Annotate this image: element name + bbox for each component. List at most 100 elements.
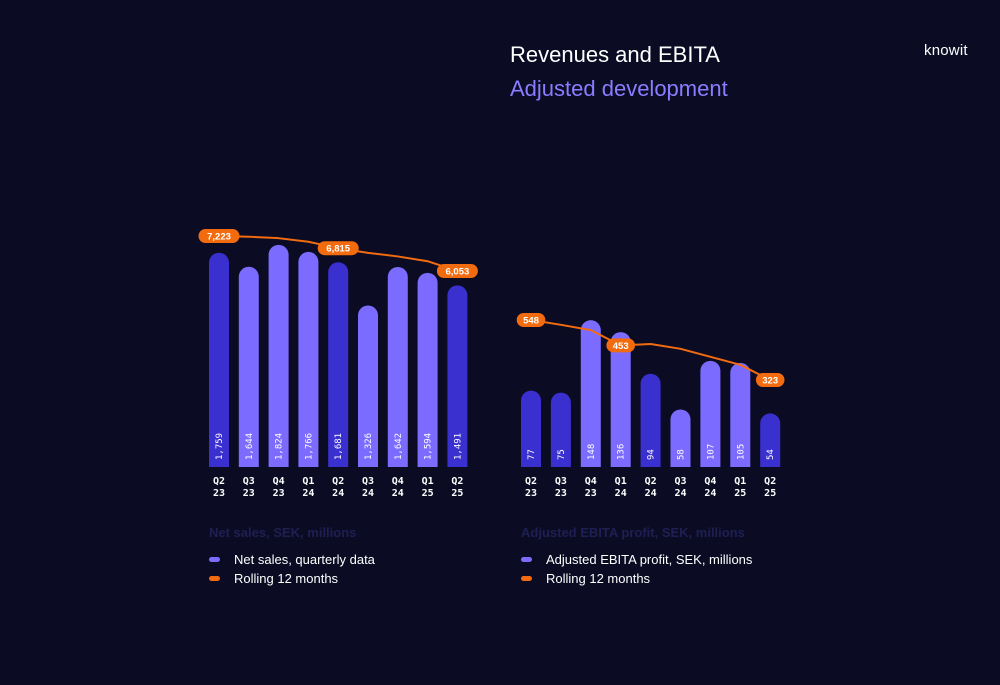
- page-subtitle: Adjusted development: [510, 76, 728, 101]
- legend-swatch-bars: [209, 557, 220, 562]
- net-sales-chart: 1,759Q2231,644Q3231,824Q4231,766Q1241,68…: [198, 229, 478, 499]
- callout-badge: [516, 313, 546, 327]
- callout-badge: [606, 338, 635, 353]
- x-tick-label: Q2: [451, 476, 463, 487]
- callout-label: 6,815: [326, 244, 350, 255]
- x-tick-label: Q4: [273, 476, 285, 487]
- x-tick-label: Q4: [585, 476, 597, 487]
- legend-label: Rolling 12 months: [546, 571, 651, 586]
- bar: [550, 392, 571, 467]
- x-tick-label: 24: [302, 488, 314, 499]
- bar: [521, 390, 541, 467]
- x-tick-label: 24: [362, 488, 374, 499]
- x-tick-label: 24: [674, 488, 686, 499]
- bar-value-label: 1,766: [304, 433, 314, 460]
- x-tick-label: Q2: [764, 476, 776, 487]
- callout-badge: [198, 229, 240, 243]
- bar: [640, 373, 661, 467]
- callout-badge: [755, 373, 785, 387]
- bar-value-label: 58: [677, 449, 687, 460]
- bar: [760, 413, 781, 467]
- bar-value-label: 136: [617, 444, 627, 460]
- bar-value-label: 54: [766, 449, 776, 460]
- bar: [268, 244, 289, 467]
- bar-value-label: 1,326: [364, 433, 374, 460]
- bar-value-label: 1,491: [453, 433, 463, 460]
- legend-item-quarterly: Net sales, quarterly data: [209, 550, 375, 569]
- bar: [358, 305, 378, 467]
- bar-value-label: 105: [736, 444, 746, 460]
- net-sales-legend: Net sales, quarterly data Rolling 12 mon…: [209, 550, 375, 588]
- bar-value-label: 77: [527, 449, 537, 460]
- legend-label: Adjusted EBITA profit, SEK, millions: [546, 552, 753, 567]
- bar: [209, 252, 229, 467]
- bar-value-label: 107: [706, 444, 716, 460]
- bar: [417, 272, 438, 467]
- x-tick-label: Q2: [645, 476, 657, 487]
- x-tick-label: Q1: [422, 476, 434, 487]
- ebita-caption: Adjusted EBITA profit, SEK, millions: [521, 525, 745, 540]
- x-tick-label: Q3: [674, 476, 686, 487]
- x-tick-label: 23: [585, 488, 597, 499]
- callout-label: 548: [523, 316, 539, 327]
- x-tick-label: 23: [555, 488, 567, 499]
- x-tick-label: 25: [734, 488, 746, 499]
- x-tick-label: Q3: [555, 476, 567, 487]
- x-tick-label: Q4: [704, 476, 716, 487]
- bar: [730, 362, 751, 467]
- bar: [328, 262, 349, 467]
- x-tick-label: Q3: [362, 476, 374, 487]
- legend-item-quarterly: Adjusted EBITA profit, SEK, millions: [521, 550, 752, 569]
- rolling-12-months-line: [530, 319, 771, 381]
- x-tick-label: Q4: [392, 476, 404, 487]
- x-tick-label: Q1: [302, 476, 314, 487]
- bar: [298, 251, 319, 467]
- x-tick-label: Q1: [734, 476, 746, 487]
- x-tick-label: 24: [704, 488, 716, 499]
- page-title: Revenues and EBITA: [510, 42, 720, 67]
- x-tick-label: 23: [213, 488, 225, 499]
- callout-badge: [317, 241, 359, 256]
- bar-value-label: 94: [647, 449, 657, 460]
- bar: [387, 267, 408, 467]
- x-tick-label: Q1: [615, 476, 627, 487]
- x-tick-label: 24: [645, 488, 657, 499]
- bar: [670, 409, 691, 467]
- bar-value-label: 1,681: [334, 433, 344, 460]
- net-sales-caption: Net sales, SEK, millions: [209, 525, 357, 540]
- x-tick-label: 25: [451, 488, 463, 499]
- x-tick-label: 23: [243, 488, 255, 499]
- ebita-legend: Adjusted EBITA profit, SEK, millions Rol…: [521, 550, 752, 588]
- legend-label: Net sales, quarterly data: [234, 552, 375, 567]
- legend-swatch-bars: [521, 557, 532, 562]
- bar-value-label: 1,644: [245, 433, 255, 460]
- legend-item-rolling: Rolling 12 months: [521, 569, 752, 588]
- x-tick-label: Q2: [525, 476, 537, 487]
- bar: [610, 332, 631, 467]
- x-tick-label: 24: [392, 488, 404, 499]
- bar-value-label: 75: [557, 449, 567, 460]
- bar-value-label: 1,824: [275, 433, 285, 460]
- bar: [700, 360, 721, 467]
- x-tick-label: 23: [525, 488, 537, 499]
- callout-label: 323: [762, 376, 778, 387]
- bar-value-label: 1,642: [394, 433, 404, 460]
- bar-value-label: 148: [587, 444, 597, 460]
- x-tick-label: Q2: [332, 476, 344, 487]
- legend-swatch-line: [209, 576, 220, 581]
- x-tick-label: 24: [615, 488, 627, 499]
- ebita-chart: 77Q22375Q323148Q423136Q12494Q22458Q32410…: [516, 313, 785, 499]
- bar: [238, 266, 259, 467]
- brand-logo: knowit: [924, 42, 968, 59]
- x-tick-label: 24: [332, 488, 344, 499]
- bar-value-label: 1,759: [215, 433, 225, 460]
- callout-label: 7,223: [207, 232, 231, 243]
- x-tick-label: 25: [422, 488, 434, 499]
- legend-swatch-line: [521, 576, 532, 581]
- callout-label: 453: [613, 341, 629, 352]
- legend-label: Rolling 12 months: [234, 571, 339, 586]
- bar: [447, 285, 468, 467]
- callout-label: 6,053: [446, 267, 470, 278]
- bar-value-label: 1,594: [424, 433, 434, 460]
